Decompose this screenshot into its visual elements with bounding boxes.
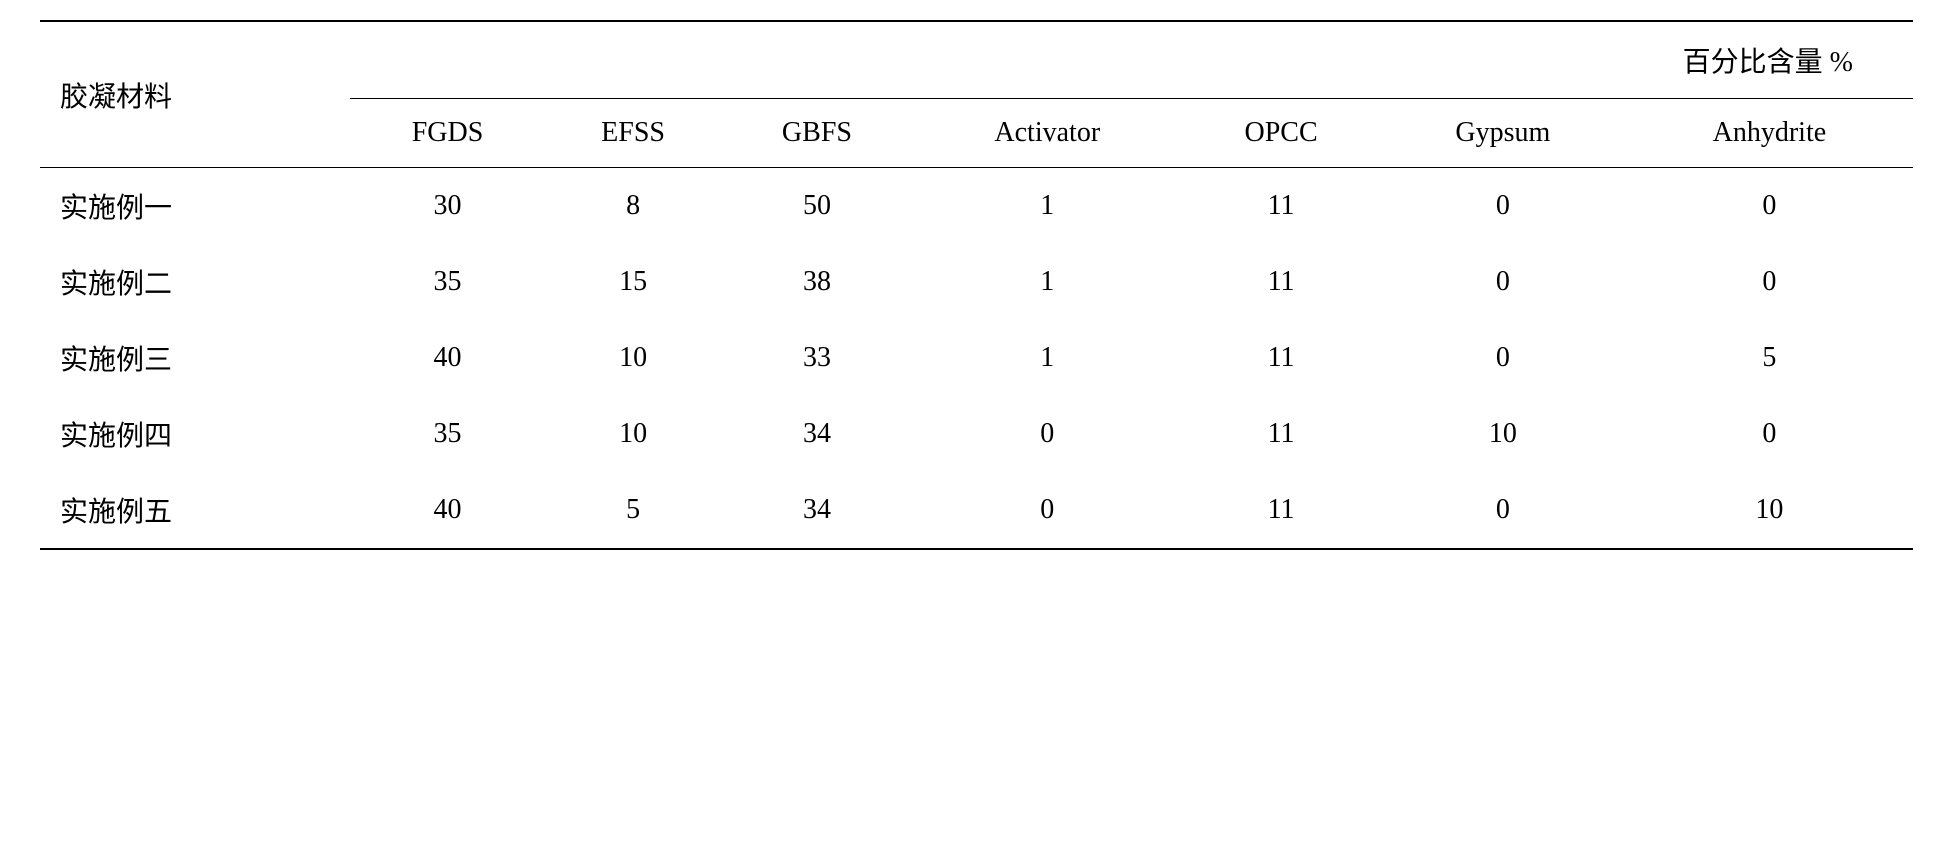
cell-value: 1 (912, 244, 1182, 320)
row-label: 实施例五 (40, 472, 350, 549)
cell-value: 30 (350, 168, 544, 245)
row-header-label: 胶凝材料 (40, 21, 350, 168)
table-row: 实施例二 35 15 38 1 11 0 0 (40, 244, 1913, 320)
cell-value: 0 (1380, 244, 1626, 320)
cell-value: 0 (1380, 320, 1626, 396)
col-header-gypsum: Gypsum (1380, 99, 1626, 168)
percent-label: 百分比含量 % (350, 21, 1913, 99)
cell-value: 34 (722, 472, 913, 549)
col-header-anhydrite: Anhydrite (1626, 99, 1913, 168)
cell-value: 11 (1182, 320, 1380, 396)
cell-value: 0 (1626, 168, 1913, 245)
row-label: 实施例四 (40, 396, 350, 472)
cell-value: 0 (912, 472, 1182, 549)
cell-value: 11 (1182, 472, 1380, 549)
cell-value: 35 (350, 244, 544, 320)
col-header-efss: EFSS (545, 99, 722, 168)
cell-value: 10 (545, 320, 722, 396)
table-row: 实施例五 40 5 34 0 11 0 10 (40, 472, 1913, 549)
cell-value: 40 (350, 472, 544, 549)
cell-value: 10 (1380, 396, 1626, 472)
cell-value: 8 (545, 168, 722, 245)
cell-value: 34 (722, 396, 913, 472)
row-label: 实施例二 (40, 244, 350, 320)
col-header-fgds: FGDS (350, 99, 544, 168)
table-body: 实施例一 30 8 50 1 11 0 0 实施例二 35 15 38 1 11… (40, 168, 1913, 550)
cell-value: 40 (350, 320, 544, 396)
col-header-activator: Activator (912, 99, 1182, 168)
cell-value: 1 (912, 320, 1182, 396)
cell-value: 38 (722, 244, 913, 320)
cell-value: 11 (1182, 168, 1380, 245)
table-row: 实施例三 40 10 33 1 11 0 5 (40, 320, 1913, 396)
cell-value: 10 (545, 396, 722, 472)
cell-value: 33 (722, 320, 913, 396)
cell-value: 15 (545, 244, 722, 320)
row-label: 实施例一 (40, 168, 350, 245)
row-label: 实施例三 (40, 320, 350, 396)
cell-value: 0 (1380, 168, 1626, 245)
col-header-opcc: OPCC (1182, 99, 1380, 168)
cell-value: 5 (545, 472, 722, 549)
cell-value: 0 (912, 396, 1182, 472)
table-row: 实施例一 30 8 50 1 11 0 0 (40, 168, 1913, 245)
cell-value: 5 (1626, 320, 1913, 396)
composition-table: 胶凝材料 百分比含量 % FGDS EFSS GBFS Activator OP… (40, 20, 1913, 550)
cell-value: 50 (722, 168, 913, 245)
col-header-gbfs: GBFS (722, 99, 913, 168)
composition-table-container: 胶凝材料 百分比含量 % FGDS EFSS GBFS Activator OP… (40, 20, 1913, 550)
cell-value: 11 (1182, 396, 1380, 472)
table-row: 实施例四 35 10 34 0 11 10 0 (40, 396, 1913, 472)
cell-value: 0 (1626, 244, 1913, 320)
cell-value: 10 (1626, 472, 1913, 549)
cell-value: 11 (1182, 244, 1380, 320)
cell-value: 0 (1380, 472, 1626, 549)
cell-value: 0 (1626, 396, 1913, 472)
cell-value: 35 (350, 396, 544, 472)
table-header: 胶凝材料 百分比含量 % FGDS EFSS GBFS Activator OP… (40, 21, 1913, 168)
header-row-1: 胶凝材料 百分比含量 % (40, 21, 1913, 99)
cell-value: 1 (912, 168, 1182, 245)
